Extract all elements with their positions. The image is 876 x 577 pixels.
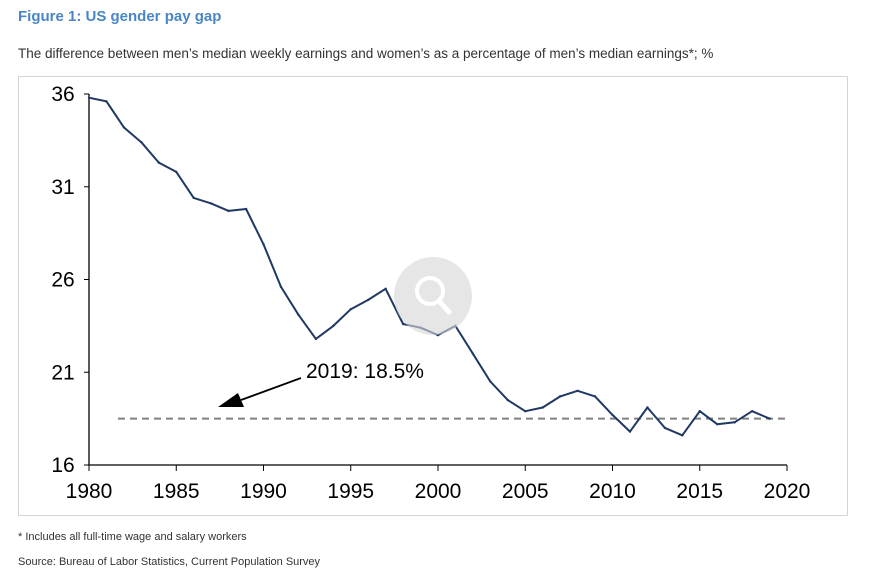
chart-axes: 16 21 26 31 36 1980 1985 1990 1995 2000 2005 2010 20…	[51, 83, 810, 503]
data-point	[750, 410, 754, 413]
data-point	[87, 96, 91, 99]
data-point	[332, 324, 335, 328]
data-point	[506, 398, 509, 402]
annotation-arrow-line	[240, 377, 302, 401]
source-note: Source: Bureau of Labor Statistics, Curr…	[18, 556, 321, 568]
data-point	[209, 202, 213, 205]
data-point	[367, 298, 370, 302]
annotation-arrow-head	[218, 393, 244, 407]
data-point	[262, 243, 265, 246]
line-chart: 16 21 26 31 36 1980 1985 1990 1995 2000 2005 2010 20…	[51, 83, 810, 503]
data-point	[524, 410, 527, 413]
data-point	[611, 413, 614, 417]
data-point	[297, 313, 300, 316]
data-point	[227, 209, 230, 213]
figure-subtitle: The difference between men’s median week…	[18, 46, 714, 61]
zoom-button[interactable]	[394, 257, 472, 335]
x-tick-label: 2010	[589, 480, 636, 503]
data-point	[576, 389, 579, 392]
figure-title: Figure 1: US gender pay gap	[18, 8, 222, 25]
data-point	[628, 430, 632, 433]
chart-frame: 16 21 26 31 36 1980 1985 1990 1995 2000 2005 2010 20…	[18, 76, 848, 516]
data-point	[122, 126, 126, 129]
x-tick-label: 1985	[153, 480, 200, 503]
data-point	[314, 337, 318, 341]
y-tick-label: 26	[51, 269, 74, 292]
data-point	[175, 170, 178, 174]
data-point	[244, 207, 248, 211]
data-point	[541, 406, 544, 409]
data-point	[646, 406, 649, 409]
data-point	[384, 287, 387, 290]
data-point	[471, 352, 475, 355]
data-point	[716, 422, 719, 426]
data-point	[698, 410, 701, 413]
data-point	[140, 141, 143, 144]
x-tick-label: 2015	[676, 480, 723, 503]
x-tick-label: 2005	[502, 480, 549, 503]
data-point	[768, 417, 771, 420]
data-point	[349, 307, 352, 311]
data-point	[733, 421, 736, 424]
y-tick-label: 16	[51, 454, 74, 477]
y-tick-label: 36	[51, 83, 74, 106]
footnote: * Includes all full-time wage and salary…	[18, 531, 247, 543]
y-tick-label: 21	[51, 361, 74, 384]
data-point	[681, 434, 684, 437]
data-point	[401, 322, 405, 326]
data-point	[558, 395, 562, 398]
data-point	[105, 100, 108, 103]
x-tick-label: 2020	[764, 480, 811, 503]
data-point	[489, 380, 492, 383]
data-point	[157, 161, 160, 164]
data-point	[279, 285, 283, 289]
annotation-group: 2019: 18.5%	[218, 360, 424, 407]
data-point	[192, 196, 195, 200]
x-tick-label: 1990	[240, 480, 287, 503]
data-point	[593, 395, 597, 398]
data-point	[663, 426, 667, 430]
y-tick-label: 31	[51, 176, 74, 199]
annotation-label: 2019: 18.5%	[306, 360, 424, 383]
x-tick-label: 1980	[66, 480, 113, 503]
x-tick-label: 2000	[415, 480, 462, 503]
magnifier-icon	[415, 276, 452, 315]
x-tick-label: 1995	[327, 480, 374, 503]
